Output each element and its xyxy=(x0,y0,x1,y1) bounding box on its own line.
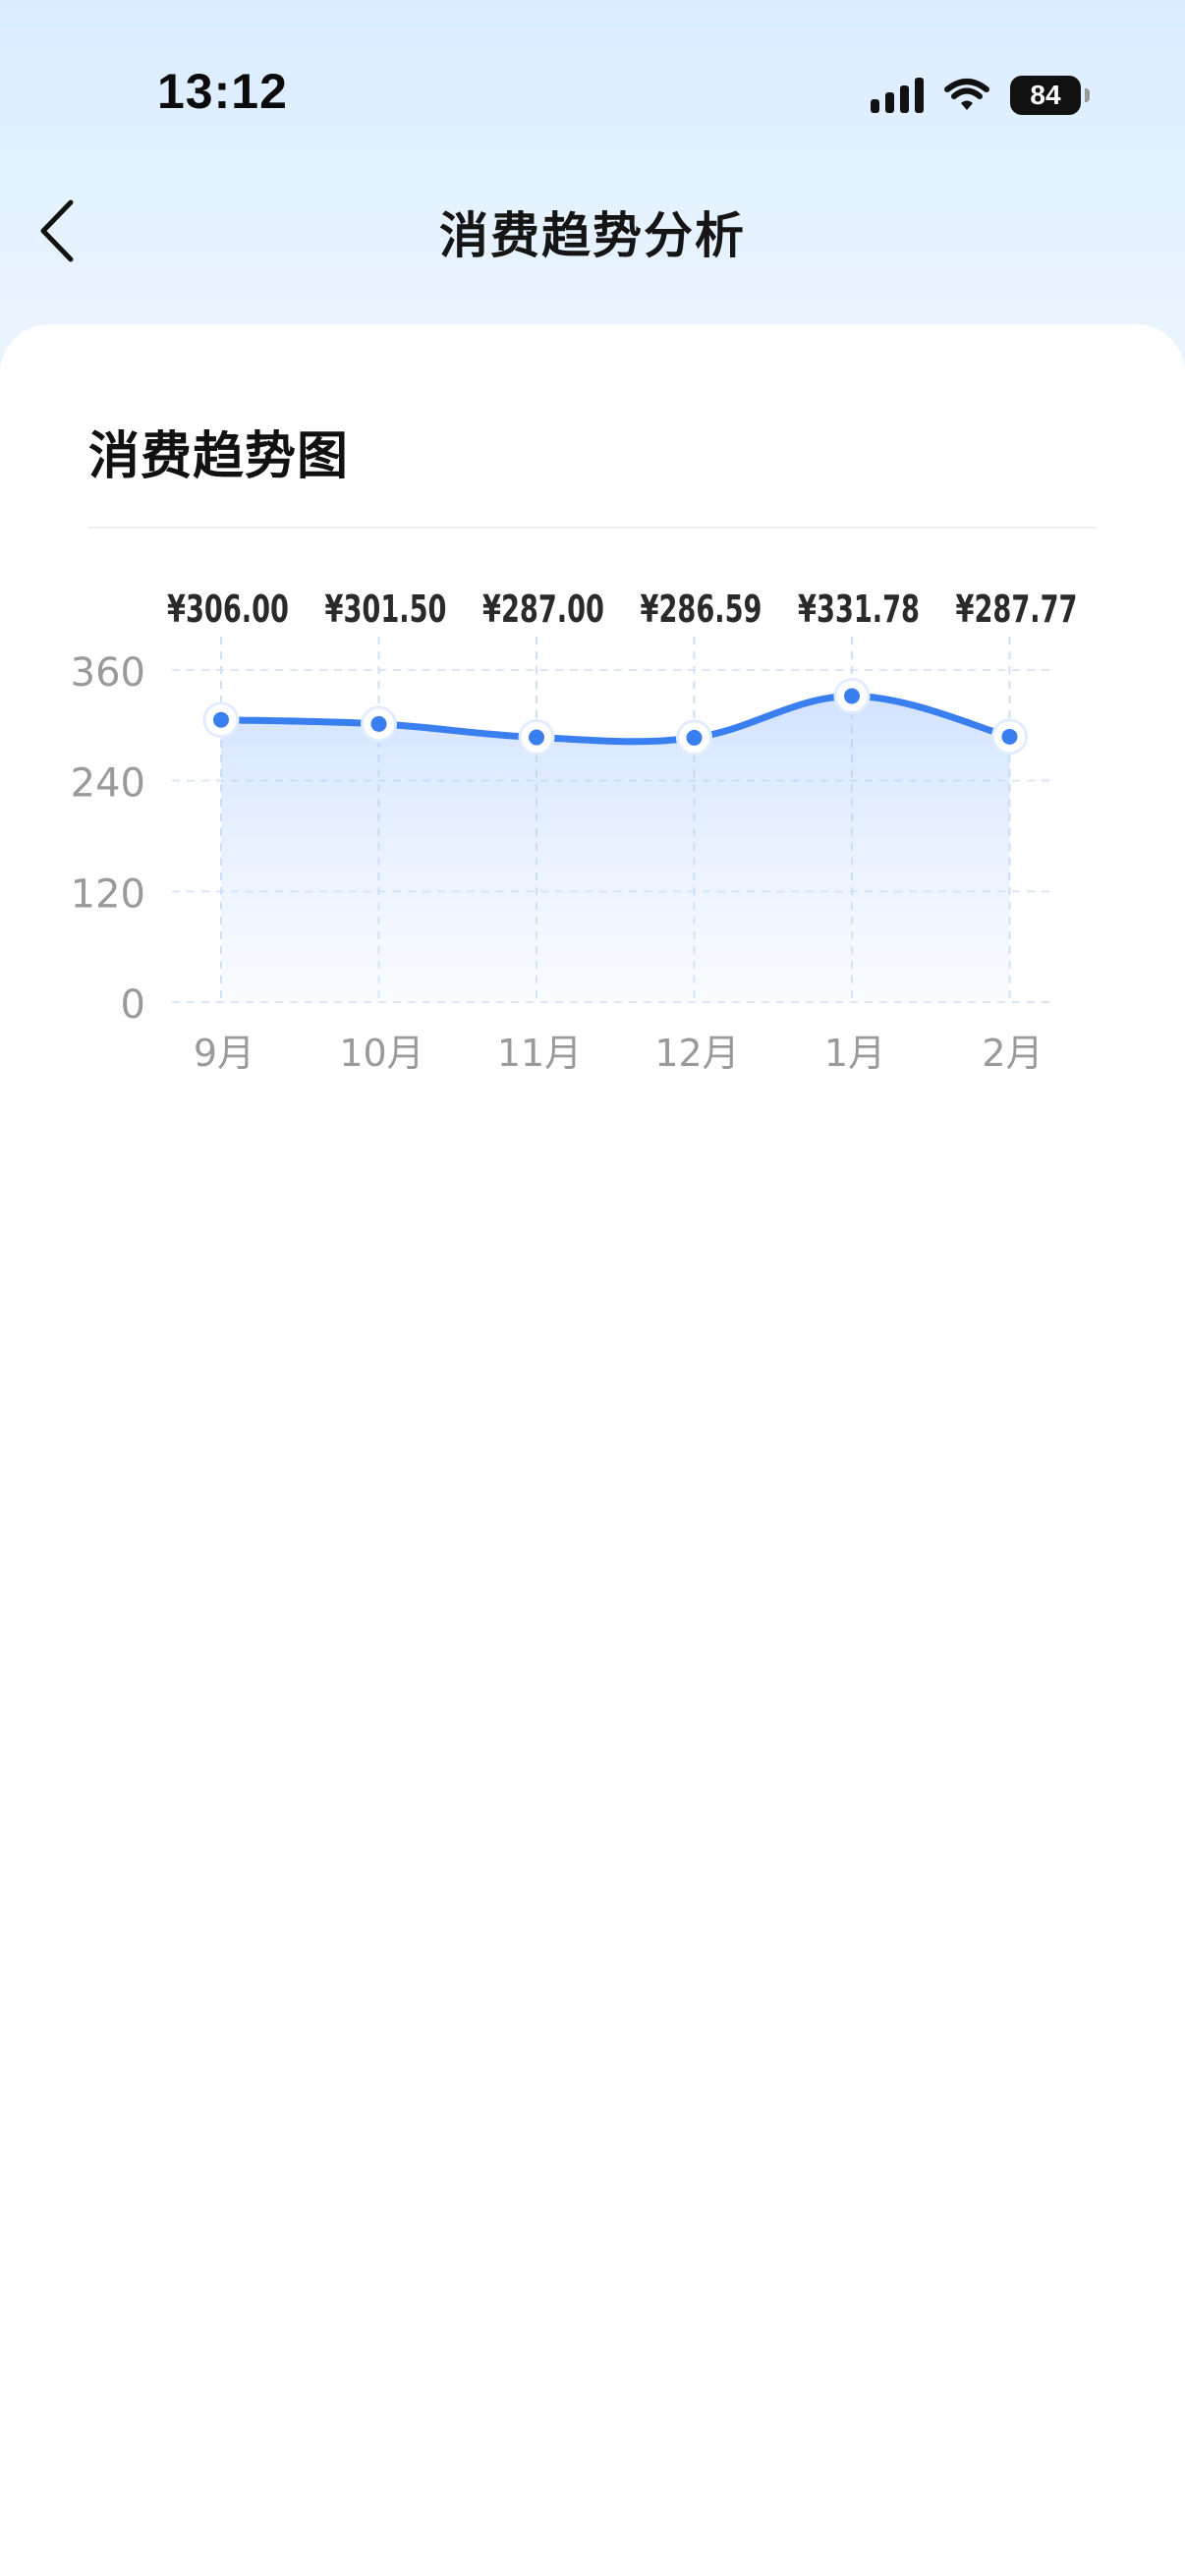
back-button[interactable] xyxy=(29,196,98,265)
chart-x-ticks: 9月 10月 11月 12月 1月 2月 xyxy=(194,1032,1044,1075)
wifi-icon xyxy=(944,79,989,110)
x-tick-label: 1月 xyxy=(824,1032,885,1075)
nav-bar: 消费趋势分析 xyxy=(0,177,1185,285)
data-point xyxy=(529,729,544,746)
chart-area xyxy=(221,696,1010,1002)
x-tick-label: 10月 xyxy=(339,1032,423,1075)
battery-icon: 84 xyxy=(1010,76,1090,115)
x-tick-label: 11月 xyxy=(497,1032,582,1075)
signal-icon xyxy=(871,78,924,113)
value-label: ¥286.59 xyxy=(641,588,762,631)
content-card: 消费趋势图 0 120 240 360 9月 10月 11月 12月 1月 2月 ¥306.00… xyxy=(0,324,1185,2576)
divider xyxy=(88,527,1097,529)
area-fill xyxy=(221,696,1010,1002)
value-label: ¥331.78 xyxy=(798,588,920,631)
y-tick-label: 120 xyxy=(71,871,145,917)
data-point xyxy=(1001,728,1018,745)
status-icons: 84 xyxy=(871,71,1090,120)
data-point xyxy=(213,711,229,728)
data-point xyxy=(844,688,860,704)
chevron-left-icon xyxy=(40,199,74,262)
value-label: ¥287.77 xyxy=(956,588,1078,631)
page-title: 消费趋势分析 xyxy=(439,207,746,264)
value-label: ¥306.00 xyxy=(167,588,289,631)
chart-value-labels: ¥306.00 ¥301.50 ¥287.00 ¥286.59 ¥331.78 ¥287.… xyxy=(167,588,1078,631)
chart-points xyxy=(202,677,1028,756)
chart-y-ticks: 0 120 240 360 xyxy=(71,650,145,1028)
y-tick-label: 360 xyxy=(71,650,145,696)
trend-chart: 0 120 240 360 9月 10月 11月 12月 1月 2月 ¥306.00 ¥301.5… xyxy=(71,588,1078,1075)
status-time: 13:12 xyxy=(157,64,288,119)
status-bar: 13:12 84 xyxy=(0,0,1185,147)
x-tick-label: 9月 xyxy=(194,1032,254,1075)
section-title: 消费趋势图 xyxy=(88,427,350,486)
x-tick-label: 12月 xyxy=(654,1032,739,1075)
x-tick-label: 2月 xyxy=(982,1032,1043,1075)
data-point xyxy=(686,729,703,746)
value-label: ¥287.00 xyxy=(482,588,604,631)
y-tick-label: 0 xyxy=(121,982,145,1028)
data-point xyxy=(370,715,387,732)
y-tick-label: 240 xyxy=(71,761,145,807)
value-label: ¥301.50 xyxy=(325,588,447,631)
